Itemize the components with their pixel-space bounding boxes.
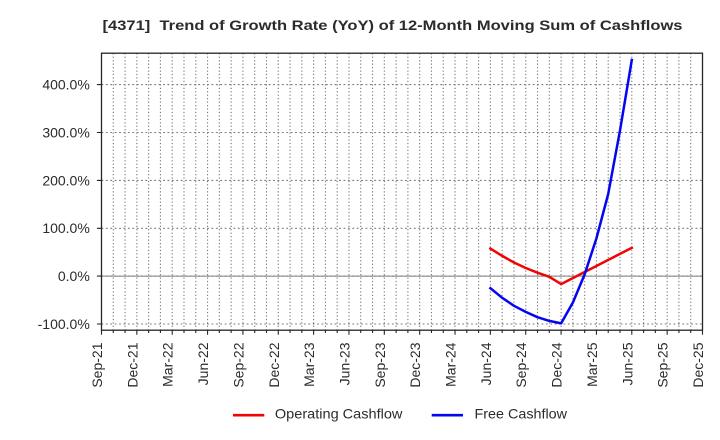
svg-text:Sep-23: Sep-23 (372, 342, 388, 387)
svg-text:Sep-25: Sep-25 (655, 342, 671, 387)
svg-text:Sep-22: Sep-22 (230, 342, 246, 387)
svg-text:Mar-24: Mar-24 (443, 342, 459, 387)
svg-text:Dec-22: Dec-22 (266, 342, 282, 387)
svg-text:Jun-22: Jun-22 (195, 342, 211, 385)
svg-text:100.0%: 100.0% (42, 220, 89, 236)
svg-text:Dec-21: Dec-21 (124, 342, 140, 387)
svg-text:Jun-24: Jun-24 (478, 342, 494, 385)
svg-text:Operating Cashflow: Operating Cashflow (275, 406, 403, 422)
svg-text:[4371] Trend of Growth Rate (: [4371] Trend of Growth Rate (YoY) of 12-… (103, 17, 683, 33)
svg-text:200.0%: 200.0% (42, 172, 89, 188)
svg-text:Mar-22: Mar-22 (160, 342, 176, 387)
svg-text:300.0%: 300.0% (42, 124, 89, 140)
svg-text:Sep-24: Sep-24 (513, 342, 529, 387)
svg-text:Sep-21: Sep-21 (89, 342, 105, 387)
svg-text:Dec-23: Dec-23 (407, 342, 423, 387)
svg-text:Jun-25: Jun-25 (619, 342, 635, 385)
svg-text:Dec-25: Dec-25 (690, 342, 706, 387)
svg-text:400.0%: 400.0% (42, 76, 89, 92)
svg-text:Dec-24: Dec-24 (549, 342, 565, 387)
svg-text:Mar-25: Mar-25 (584, 342, 600, 387)
svg-text:0.0%: 0.0% (58, 268, 90, 284)
svg-text:Mar-23: Mar-23 (301, 342, 317, 387)
svg-text:Jun-23: Jun-23 (336, 342, 352, 385)
svg-text:-100.0%: -100.0% (38, 316, 90, 332)
svg-text:Free Cashflow: Free Cashflow (475, 406, 568, 422)
